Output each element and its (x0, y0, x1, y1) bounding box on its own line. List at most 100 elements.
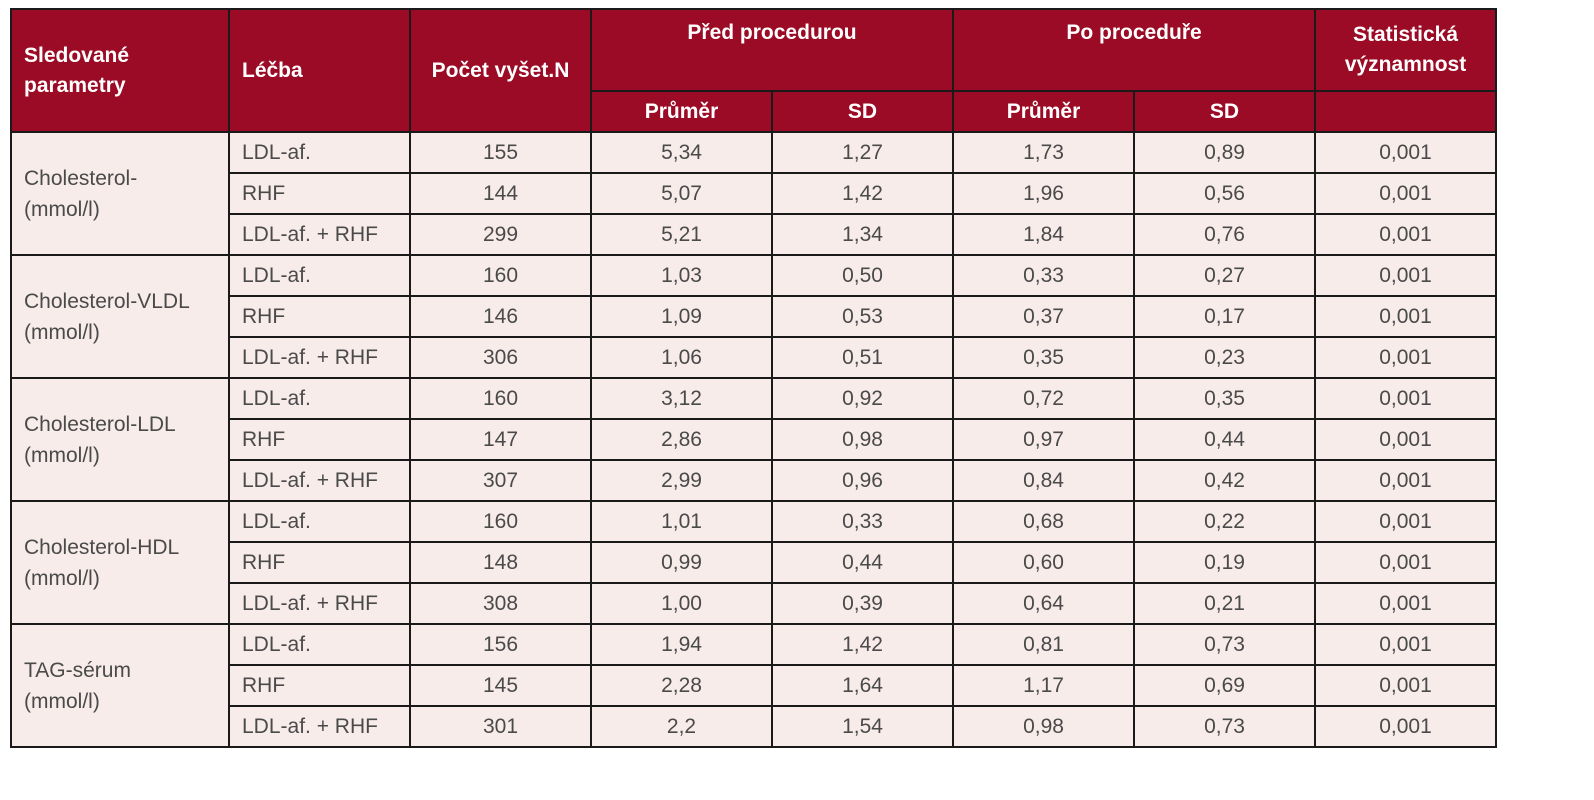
table-row: RHF 147 2,86 0,98 0,97 0,44 0,001 (11, 418, 1498, 461)
table-row: Cholesterol-HDL (mmol/l) LDL-af. 160 1,01 0,3… (10, 500, 1498, 625)
treatment-cell: LDL-af. (228, 254, 411, 297)
treatment-cell: RHF (228, 664, 411, 707)
mean-before-cell: 1,06 (590, 336, 773, 379)
parameter-name: Cholesterol-LDL (24, 412, 176, 436)
sd-before-cell: 0,53 (770, 295, 955, 338)
table-row: RHF 144 5,07 1,42 1,96 0,56 0,001 (11, 172, 1498, 215)
mean-after-cell: 0,97 (952, 418, 1136, 461)
count-cell: 145 (409, 664, 592, 707)
table-header: Sledované parametry Léčba Počet vyšet.N … (10, 8, 1498, 133)
table-row: LDL-af. + RHF 301 2,2 1,54 0,98 0,73 0,001 (11, 705, 1498, 748)
mean-before-cell: 2,2 (590, 705, 773, 748)
mean-before-cell: 5,07 (590, 172, 773, 215)
sd-before-cell: 1,34 (770, 213, 955, 256)
sd-before-cell: 0,51 (770, 336, 955, 379)
mean-after-cell: 0,64 (952, 582, 1136, 625)
significance-cell: 0,001 (1314, 664, 1498, 707)
header-param: Sledované parametry (10, 8, 230, 133)
count-cell: 155 (409, 131, 592, 174)
header-significance-empty (1314, 90, 1498, 133)
mean-before-cell: 1,94 (590, 623, 773, 666)
significance-cell: 0,001 (1314, 213, 1498, 256)
sd-before-cell: 0,50 (770, 254, 955, 297)
table-row: Cholesterol- (mmol/l) LDL-af. 155 5,34 1,27 1,… (10, 131, 1498, 256)
treatment-cell: LDL-af. + RHF (228, 705, 411, 748)
significance-cell: 0,001 (1314, 172, 1498, 215)
significance-cell: 0,001 (1314, 336, 1498, 379)
parameter-unit: (mmol/l) (24, 443, 100, 467)
sd-after-cell: 0,23 (1133, 336, 1317, 379)
mean-after-cell: 0,98 (952, 705, 1136, 748)
treatment-cell: LDL-af. (228, 623, 411, 666)
significance-cell: 0,001 (1314, 459, 1498, 502)
treatment-cell: LDL-af. + RHF (228, 582, 411, 625)
count-cell: 306 (409, 336, 592, 379)
mean-after-cell: 0,35 (952, 336, 1136, 379)
mean-before-cell: 1,09 (590, 295, 773, 338)
sd-after-cell: 0,42 (1133, 459, 1317, 502)
sd-after-cell: 0,73 (1133, 623, 1317, 666)
sd-before-cell: 0,98 (770, 418, 955, 461)
mean-after-cell: 0,72 (952, 377, 1136, 420)
parameter-name: TAG-sérum (24, 658, 131, 682)
mean-before-cell: 5,34 (590, 131, 773, 174)
treatment-cell: RHF (228, 295, 411, 338)
parameter-unit: (mmol/l) (24, 197, 100, 221)
table-row: RHF 145 2,28 1,64 1,17 0,69 0,001 (11, 664, 1498, 707)
treatment-cell: LDL-af. (228, 500, 411, 543)
significance-cell: 0,001 (1314, 254, 1498, 297)
header-sd-after: SD (1133, 90, 1317, 133)
treatment-cell: LDL-af. + RHF (228, 459, 411, 502)
treatment-cell: LDL-af. + RHF (228, 213, 411, 256)
sd-after-cell: 0,19 (1133, 541, 1317, 584)
mean-after-cell: 1,96 (952, 172, 1136, 215)
parameter-cell: Cholesterol-HDL (mmol/l) (10, 500, 230, 625)
count-cell: 144 (409, 172, 592, 215)
table-row: LDL-af. + RHF 299 5,21 1,34 1,84 0,76 0,001 (11, 213, 1498, 256)
treatment-cell: RHF (228, 172, 411, 215)
count-cell: 160 (409, 377, 592, 420)
significance-cell: 0,001 (1314, 582, 1498, 625)
count-cell: 160 (409, 500, 592, 543)
header-count: Počet vyšet.N (409, 8, 592, 133)
significance-cell: 0,001 (1314, 623, 1498, 666)
mean-after-cell: 1,73 (952, 131, 1136, 174)
sd-after-cell: 0,35 (1133, 377, 1317, 420)
table-row: LDL-af. + RHF 308 1,00 0,39 0,64 0,21 0,001 (11, 582, 1498, 625)
sd-before-cell: 1,64 (770, 664, 955, 707)
significance-cell: 0,001 (1314, 377, 1498, 420)
treatment-cell: LDL-af. (228, 131, 411, 174)
table-row: TAG-sérum (mmol/l) LDL-af. 156 1,94 1,42 0,81 0… (10, 623, 1498, 748)
parameter-unit: (mmol/l) (24, 689, 100, 713)
sd-before-cell: 1,42 (770, 623, 955, 666)
sd-after-cell: 0,27 (1133, 254, 1317, 297)
table-row: Cholesterol-LDL (mmol/l) LDL-af. 160 3,12 0,9… (10, 377, 1498, 502)
sd-after-cell: 0,69 (1133, 664, 1317, 707)
count-cell: 160 (409, 254, 592, 297)
mean-after-cell: 0,81 (952, 623, 1136, 666)
sd-after-cell: 0,89 (1133, 131, 1317, 174)
parameter-cell: Cholesterol- (mmol/l) (10, 131, 230, 256)
sd-after-cell: 0,73 (1133, 705, 1317, 748)
sd-before-cell: 0,44 (770, 541, 955, 584)
header-row-sub: Průměr SD Průměr SD (11, 90, 1498, 133)
sd-before-cell: 1,54 (770, 705, 955, 748)
mean-after-cell: 0,60 (952, 541, 1136, 584)
count-cell: 147 (409, 418, 592, 461)
treatment-cell: RHF (228, 418, 411, 461)
mean-before-cell: 2,28 (590, 664, 773, 707)
sd-after-cell: 0,22 (1133, 500, 1317, 543)
results-table: Sledované parametry Léčba Počet vyšet.N … (10, 8, 1498, 748)
header-mean-after: Průměr (952, 90, 1136, 133)
sd-before-cell: 1,27 (770, 131, 955, 174)
count-cell: 308 (409, 582, 592, 625)
parameter-cell: Cholesterol-LDL (mmol/l) (10, 377, 230, 502)
mean-after-cell: 0,37 (952, 295, 1136, 338)
sd-after-cell: 0,76 (1133, 213, 1317, 256)
header-treatment: Léčba (228, 8, 411, 133)
results-table-container: Sledované parametry Léčba Počet vyšet.N … (10, 8, 1498, 748)
table-row: LDL-af. + RHF 306 1,06 0,51 0,35 0,23 0,001 (11, 336, 1498, 379)
sd-before-cell: 0,92 (770, 377, 955, 420)
sd-after-cell: 0,56 (1133, 172, 1317, 215)
significance-cell: 0,001 (1314, 541, 1498, 584)
